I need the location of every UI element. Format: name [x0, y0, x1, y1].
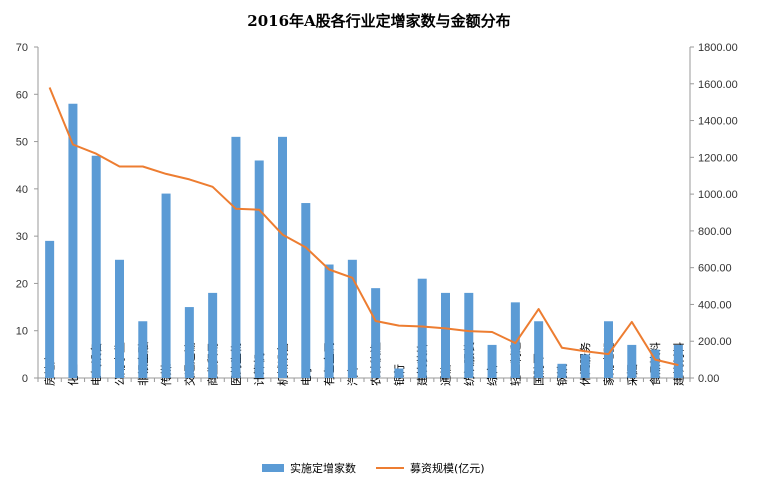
- bar: [91, 155, 101, 378]
- bar: [347, 259, 357, 378]
- y-left-tick-label: 40: [16, 184, 28, 196]
- y-right-tick-label: 600.00: [698, 263, 732, 275]
- bar: [464, 292, 474, 378]
- bar: [231, 136, 241, 378]
- y-right-tick-label: 1400.00: [698, 116, 738, 128]
- y-right-tick-label: 800.00: [698, 226, 732, 238]
- legend-line-label: 募资规模(亿元): [410, 461, 485, 475]
- bar: [510, 302, 520, 378]
- chart-title: 2016年A股各行业定增家数与金额分布: [247, 12, 510, 30]
- bar: [115, 259, 124, 378]
- bar: [650, 349, 660, 378]
- y-right-tick-label: 400.00: [698, 299, 732, 311]
- bar: [441, 292, 450, 378]
- legend-bar-label: 实施定增家数: [290, 461, 356, 475]
- y-left-tick-label: 30: [16, 231, 28, 243]
- bar: [394, 368, 404, 378]
- y-right-tick-label: 0.00: [698, 373, 719, 385]
- bar: [184, 307, 194, 378]
- bar: [604, 321, 613, 378]
- bar: [68, 103, 78, 378]
- line-series: [48, 87, 679, 367]
- legend-bar-swatch: [262, 464, 284, 472]
- y-left-tick-label: 70: [16, 42, 28, 54]
- legend: 实施定增家数 募资规模(亿元): [262, 461, 485, 475]
- bar: [673, 344, 683, 378]
- bar: [534, 321, 544, 378]
- bar: [45, 240, 55, 378]
- y-left-tick-label: 60: [16, 89, 28, 101]
- bar: [580, 354, 590, 378]
- y-left-tick-label: 20: [16, 278, 28, 290]
- bar: [254, 160, 264, 378]
- bar: [487, 344, 497, 378]
- bar: [557, 363, 567, 378]
- bar: [324, 264, 334, 378]
- y-right-tick-label: 1000.00: [698, 189, 738, 201]
- y-right-tick-label: 1200.00: [698, 152, 738, 164]
- y-right-tick-label: 1600.00: [698, 79, 738, 91]
- bar: [627, 344, 637, 378]
- y-right-tick-label: 200.00: [698, 336, 732, 348]
- y-right-tick-label: 1800.00: [698, 42, 738, 54]
- bar: [417, 278, 427, 378]
- bar: [161, 193, 171, 378]
- bar: [301, 203, 311, 378]
- bar: [208, 292, 218, 378]
- y-left-tick-label: 50: [16, 137, 28, 149]
- y-left-tick-label: 10: [16, 326, 28, 338]
- bar: [278, 136, 287, 378]
- bar: [371, 288, 381, 378]
- plot-area: 0 10 20 30 40 50 60 70 0.00 200.00 400.00 600.00 800…: [16, 42, 738, 386]
- bar: [138, 321, 148, 378]
- y-left-tick-label: 0: [22, 373, 28, 385]
